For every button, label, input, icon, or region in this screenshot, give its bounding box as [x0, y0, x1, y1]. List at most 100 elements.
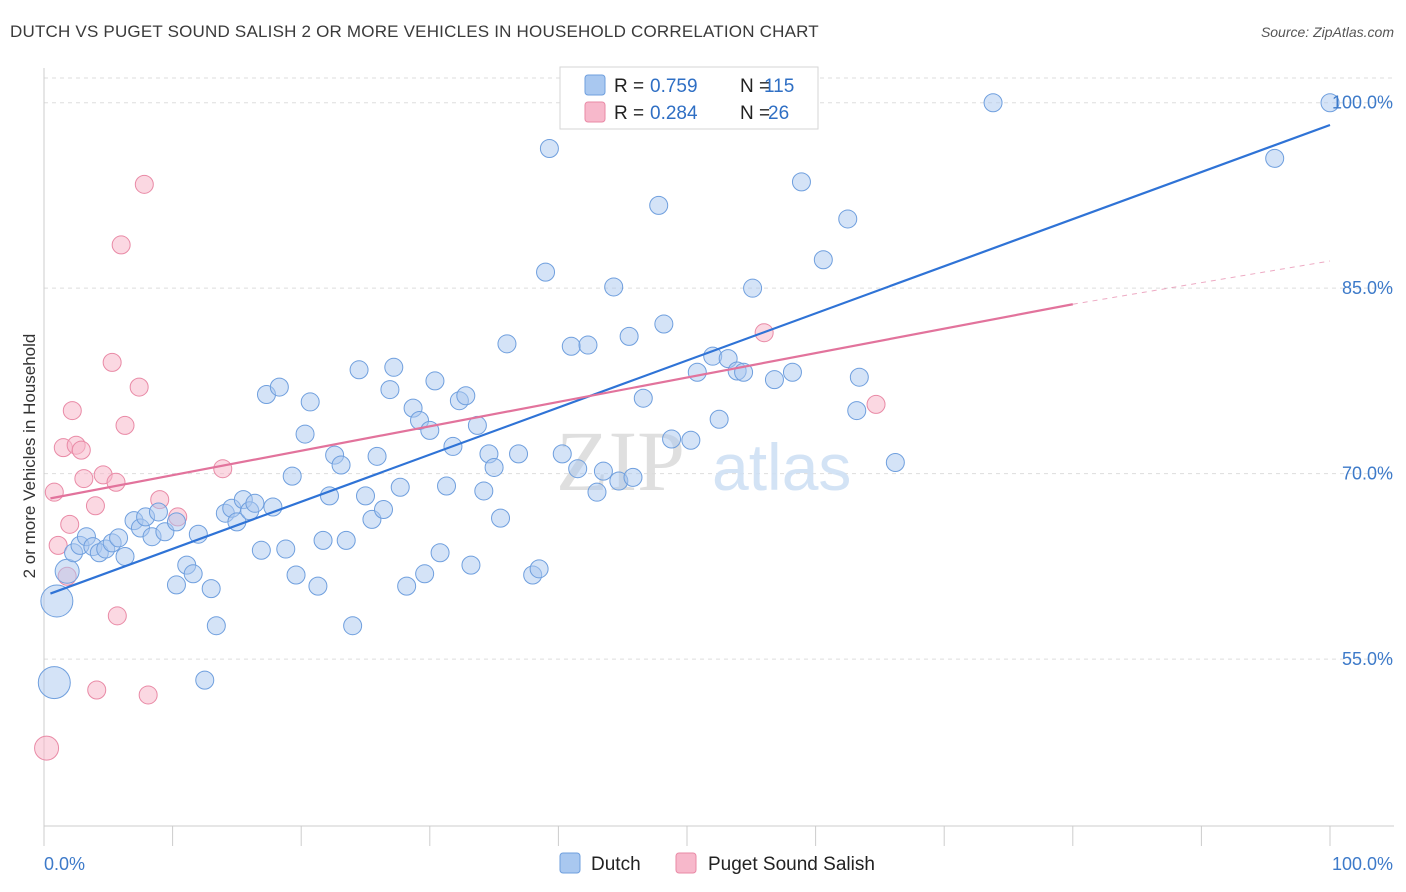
dutch-point [206, 616, 226, 636]
dutch-point [782, 362, 802, 382]
legend-dutch-swatch [584, 74, 606, 96]
salish-point [85, 496, 105, 516]
dutch-point [319, 486, 339, 506]
dutch-point [313, 530, 333, 550]
dutch-point [764, 370, 784, 390]
dutch-point [336, 530, 356, 550]
salish-point [866, 394, 886, 414]
salish-point [48, 535, 68, 555]
dutch-point [195, 670, 215, 690]
legend-salish-n-value: 26 [768, 103, 789, 124]
y-tick-label: 85.0% [1342, 278, 1393, 298]
legend-dutch-r-label: R = [614, 76, 644, 97]
salish-point [102, 352, 122, 372]
dutch-point [649, 195, 669, 215]
chart-source: Source: ZipAtlas.com [1260, 24, 1394, 40]
bottom-legend-salish-swatch [675, 852, 697, 874]
dutch-point [390, 477, 410, 497]
dutch-point [245, 493, 265, 513]
dutch-trend-line [50, 123, 1331, 595]
dutch-point [587, 482, 607, 502]
axes [43, 68, 1394, 846]
dutch-point [604, 277, 624, 297]
dutch-point [300, 392, 320, 412]
watermark: ZIP atlas [556, 413, 851, 509]
dutch-point [384, 357, 404, 377]
trend-lines [50, 123, 1331, 595]
series-dutch-points [37, 93, 1340, 700]
salish-point [134, 174, 154, 194]
dutch-point [849, 367, 869, 387]
dutch-point [633, 388, 653, 408]
dutch-point [497, 334, 517, 354]
dutch-point [397, 576, 417, 596]
dutch-point [709, 409, 729, 429]
dutch-point [983, 93, 1003, 113]
dutch-point [295, 424, 315, 444]
y-tick-label: 100.0% [1332, 93, 1393, 113]
salish-point [138, 685, 158, 705]
salish-point [111, 235, 131, 255]
legend-dutch-r-value: 0.759 [650, 76, 698, 97]
dutch-point [430, 543, 450, 563]
dutch-point [885, 453, 905, 473]
dutch-point [578, 335, 598, 355]
bottom-legend-salish-label: Puget Sound Salish [708, 854, 875, 875]
dutch-point [456, 386, 476, 406]
dutch-point [343, 616, 363, 636]
dutch-point [37, 666, 71, 700]
dutch-point [813, 250, 833, 270]
bottom-legend-dutch-swatch [559, 852, 581, 874]
dutch-point [437, 476, 457, 496]
dutch-point [183, 564, 203, 584]
dutch-point [201, 579, 221, 599]
x-tick-label: 100.0% [1332, 854, 1393, 874]
salish-point [71, 440, 91, 460]
salish-point [213, 459, 233, 479]
dutch-point [539, 138, 559, 158]
dutch-point [380, 380, 400, 400]
dutch-point [474, 481, 494, 501]
salish-point [115, 415, 135, 435]
salish-point [34, 735, 60, 761]
dutch-point [662, 429, 682, 449]
dutch-point [54, 558, 80, 584]
dutch-point [743, 278, 763, 298]
dutch-point [561, 336, 581, 356]
dutch-point [276, 539, 296, 559]
dutch-point [356, 486, 375, 506]
dutch-point [654, 314, 674, 334]
dutch-point [1320, 93, 1340, 113]
dutch-point [282, 466, 302, 486]
y-axis-label: 2 or more Vehicles in Household [20, 334, 39, 579]
dutch-point [619, 326, 639, 346]
legend-box: R = 0.759 N = 115 R = 0.284 N = 26 [559, 66, 819, 130]
salish-point [60, 514, 80, 534]
dutch-point [251, 540, 271, 560]
dutch-point [847, 401, 867, 421]
dutch-point [529, 559, 549, 579]
legend-salish-n-label: N = [740, 103, 770, 124]
salish-point [107, 606, 127, 626]
dutch-point [568, 459, 588, 479]
legend-salish-r-label: R = [614, 103, 644, 124]
dutch-point [491, 508, 511, 528]
dutch-point [148, 502, 168, 522]
dutch-point [1265, 148, 1285, 168]
legend-salish-swatch [584, 101, 606, 123]
dutch-point [349, 360, 369, 380]
dutch-point [461, 555, 481, 575]
dutch-point [286, 565, 306, 585]
salish-trend-line [50, 303, 1074, 500]
dutch-point [308, 576, 328, 596]
dutch-point [593, 461, 613, 481]
salish-point [129, 377, 149, 397]
bottom-legend-dutch-label: Dutch [591, 854, 641, 875]
salish-trend-extension [1072, 260, 1331, 305]
dutch-point [367, 446, 387, 466]
bottom-legend: Dutch Puget Sound Salish [559, 852, 875, 875]
dutch-point [166, 512, 186, 532]
dutch-point [40, 584, 74, 618]
dutch-point [681, 430, 701, 450]
